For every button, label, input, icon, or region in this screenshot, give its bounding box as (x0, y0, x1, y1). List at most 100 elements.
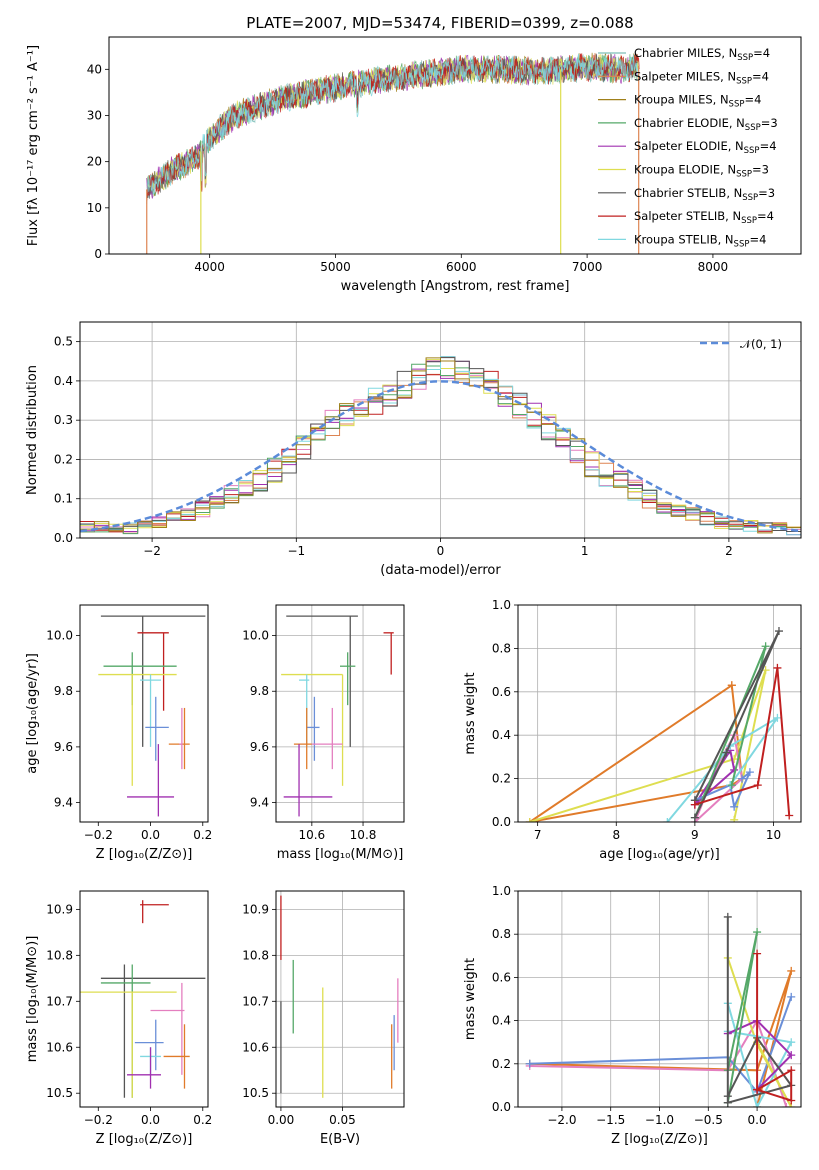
weight-marker (753, 781, 762, 790)
y-tick-label: 0.6 (492, 685, 511, 699)
axes-weight_vs_age: 7 8 9 10 0.0 0.2 0.4 0.6 0.8 1.0 age [log₁₀(age/yr… (463, 598, 802, 862)
weight-marker (727, 781, 736, 790)
y-tick-label: 0.0 (54, 531, 73, 545)
y-tick-label: 40 (87, 62, 102, 76)
y-tick-label: 10.7 (46, 994, 73, 1008)
y-axis-label: mass weight (463, 958, 478, 1040)
x-tick-label: 0.0 (141, 1113, 160, 1127)
y-tick-label: 0.2 (54, 452, 73, 466)
plot-layer: 4000 5000 6000 7000 8000010203040wavelength … (25, 36, 802, 1147)
legend-label: Chabrier MILES, NSSP=4 (634, 46, 770, 63)
axes-residuals: −2 −1 0 1 2 0.0 0.1 0.2 0.3 0.4 0.5 (data-model)/er… (25, 321, 802, 578)
y-tick-label: 0.1 (54, 492, 73, 506)
x-tick-label: −1.5 (596, 1113, 625, 1127)
y-tick-label: 9.4 (250, 796, 269, 810)
x-tick-label: 5000 (320, 260, 351, 274)
x-axis-label: age [log₁₀(age/yr)] (599, 847, 720, 862)
axes-spectrum: 4000 5000 6000 7000 8000 0 10 20 30 40 wavelength … (26, 36, 802, 294)
x-tick-label: −0.5 (694, 1113, 723, 1127)
y-axis-label: Flux [fλ 10⁻¹⁷ erg cm⁻² s⁻¹ A⁻¹] (26, 45, 41, 246)
weight-marker (773, 663, 782, 672)
y-tick-label: 0.6 (492, 970, 511, 984)
x-tick-label: 0.00 (268, 1113, 295, 1127)
legend-label: Salpeter STELIB, NSSP=4 (634, 209, 774, 226)
x-axis-label: (data-model)/error (380, 563, 501, 578)
plot-area-spectrum (146, 52, 640, 254)
axis-frame (517, 604, 802, 823)
histogram-series (80, 356, 801, 536)
weight-marker (787, 1038, 796, 1047)
y-tick-label: 0.4 (54, 374, 73, 388)
weight-marker (753, 928, 762, 937)
x-tick-label: 8 (612, 828, 620, 842)
weight-series (666, 716, 779, 822)
weight-marker (690, 800, 699, 809)
x-tick-label: 10.6 (298, 828, 325, 842)
x-tick-label: 0 (437, 544, 445, 558)
legend-label: Chabrier ELODIE, NSSP=3 (634, 116, 778, 133)
y-tick-label: 10.9 (242, 902, 269, 916)
y-tick-label: 0.2 (492, 772, 511, 786)
legend-label: Chabrier STELIB, NSSP=3 (634, 186, 775, 203)
x-axis-label: Z [log₁₀(Z/Z⊙)] (611, 1132, 708, 1147)
x-tick-label: 1 (581, 544, 589, 558)
legend-label: Kroupa ELODIE, NSSP=3 (634, 163, 769, 180)
y-tick-label: 0 (94, 247, 102, 261)
axis-frame (79, 604, 209, 823)
y-axis-label: mass [log₁₀(M/M⊙)] (25, 936, 40, 1063)
y-tick-label: 9.6 (54, 740, 73, 754)
weight-marker (753, 1085, 762, 1094)
y-axis-label: mass weight (463, 672, 478, 754)
y-tick-label: 0.0 (492, 815, 511, 829)
y-tick-label: 0.0 (492, 1100, 511, 1114)
y-tick-label: 1.0 (492, 598, 511, 612)
weight-marker (787, 1096, 796, 1105)
weight-marker (690, 813, 699, 822)
y-tick-label: 10.6 (46, 1040, 73, 1054)
x-axis-label: wavelength [Angstrom, rest frame] (341, 279, 570, 294)
y-tick-label: 10.0 (242, 629, 269, 643)
x-tick-label: 0.2 (193, 1113, 212, 1127)
plot-area-residuals (80, 356, 801, 536)
weight-marker (723, 912, 732, 921)
weight-series (727, 1019, 793, 1091)
x-tick-label: 4000 (194, 260, 225, 274)
weight-marker (782, 1103, 791, 1107)
axis-frame (79, 890, 209, 1108)
plot-area-weight_vs_age (525, 627, 794, 822)
histogram-series (80, 363, 801, 535)
weight-marker (753, 949, 762, 958)
weight-marker (738, 774, 747, 783)
axis-frame (108, 36, 802, 255)
y-tick-label: 10.6 (242, 1040, 269, 1054)
figure-title: PLATE=2007, MJD=53474, FIBERID=0399, z=0… (246, 14, 633, 32)
y-tick-label: 0.8 (492, 927, 511, 941)
y-tick-label: 10.5 (242, 1086, 269, 1100)
x-axis-label: mass [log₁₀(M/M⊙)] (277, 847, 404, 862)
y-tick-label: 9.8 (54, 684, 73, 698)
weight-series (529, 996, 793, 1094)
legend-label: Salpeter MILES, NSSP=4 (634, 69, 769, 86)
x-axis-label: Z [log₁₀(Z/Z⊙)] (96, 1132, 193, 1147)
y-tick-label: 10 (87, 201, 102, 215)
weight-marker (753, 1103, 762, 1107)
y-tick-label: 0.2 (492, 1057, 511, 1071)
weight-marker (525, 1059, 534, 1068)
axis-frame (275, 604, 405, 823)
weight-marker (730, 802, 739, 811)
weight-series (529, 1018, 788, 1107)
weight-marker (773, 713, 782, 722)
plot-area-weight_vs_Z (525, 912, 796, 1107)
plot-area-mass_vs_ebv (280, 895, 399, 1098)
gaussian-curve (80, 380, 801, 533)
x-tick-label: 0.2 (193, 828, 212, 842)
x-tick-label: 7000 (572, 260, 603, 274)
axes-weight_vs_Z: −2.0 −1.5 −1.0 −0.5 0.0 0.0 0.2 0.4 0.6 0.8 1.0 Z [… (463, 884, 802, 1147)
x-tick-label: 10 (766, 828, 781, 842)
y-tick-label: 1.0 (492, 884, 511, 898)
plot-area-age_vs_Z (98, 615, 206, 817)
x-tick-label: 2 (725, 544, 733, 558)
x-tick-label: −1 (287, 544, 305, 558)
x-tick-label: 7 (534, 828, 542, 842)
